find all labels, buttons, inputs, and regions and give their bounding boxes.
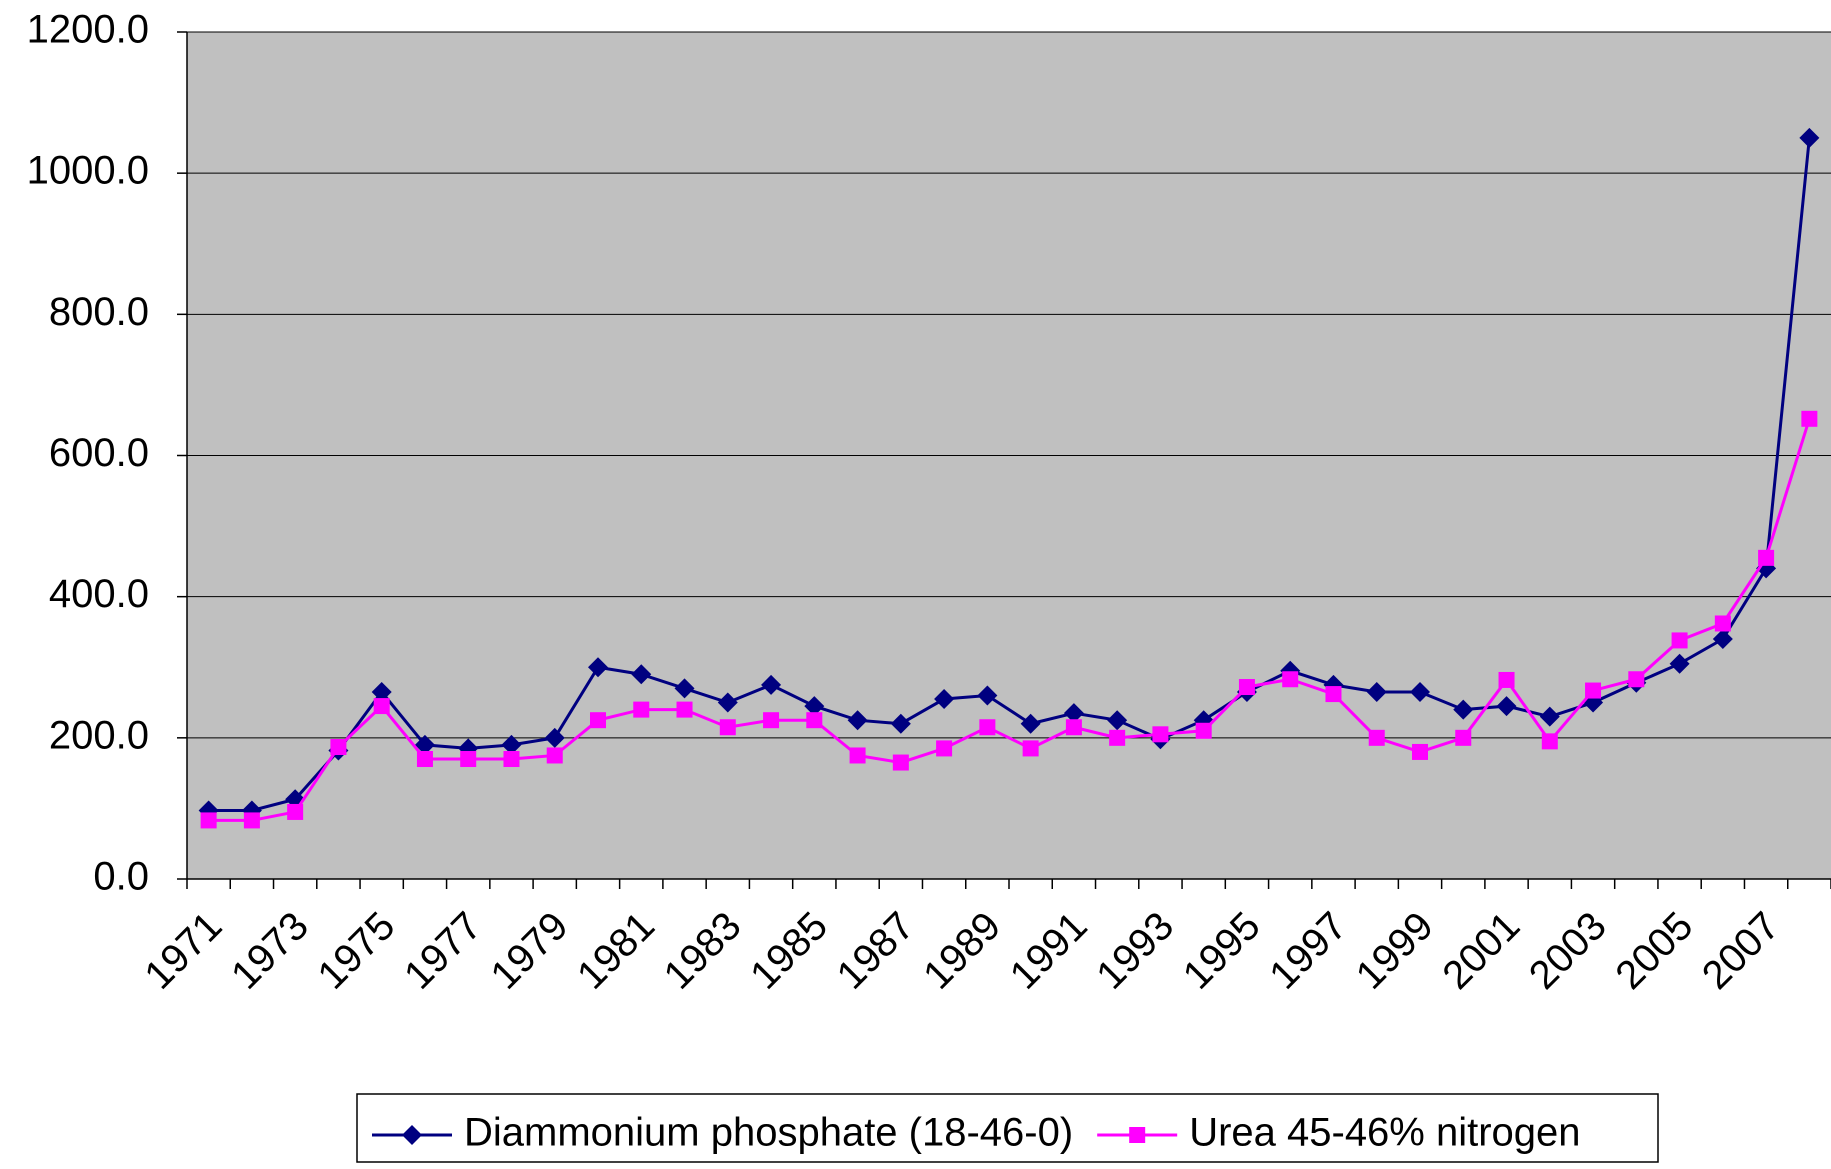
x-tick-label: 1973 [223,904,317,998]
legend-marker [402,1125,422,1145]
point [1022,740,1039,757]
x-tick-label: 1989 [915,904,1009,998]
y-tick-label: 0.0 [93,855,149,899]
point [1152,726,1169,743]
point [503,751,520,768]
point [544,727,565,748]
point [200,812,217,829]
point [719,719,736,736]
point [1539,706,1560,727]
x-tick-label: 1993 [1088,904,1182,998]
point [977,685,998,706]
point [1496,696,1517,717]
point [1801,410,1818,427]
point [1585,682,1602,699]
point [934,689,955,710]
point [1669,653,1690,674]
point [243,812,260,829]
point [631,664,652,685]
x-tick-label: 1987 [829,904,923,998]
point [806,712,823,729]
x-tick-label: 2005 [1607,904,1701,998]
point [1712,629,1733,650]
point [1498,671,1515,688]
x-tick-label: 1985 [742,904,836,998]
x-tick-label: 1995 [1175,904,1269,998]
point [373,698,390,715]
x-tick-label: 1999 [1348,904,1442,998]
point [1799,127,1820,148]
x-tick-label: 1971 [136,904,230,998]
point [1282,671,1299,688]
y-tick-label: 1000.0 [27,149,149,193]
x-tick-label: 2007 [1694,904,1788,998]
point [1063,703,1084,724]
x-tick-label: 1997 [1261,904,1355,998]
point [849,747,866,764]
point [460,751,477,768]
point [330,739,347,756]
point [287,803,304,820]
x-tick-label: 1991 [1002,904,1096,998]
point [1065,719,1082,736]
point [546,747,563,764]
point [501,734,522,755]
y-tick-label: 200.0 [49,713,149,757]
point [1195,722,1212,739]
legend-label: Urea 45-46% nitrogen [1189,1111,1580,1155]
legend-label: Diammonium phosphate (18-46-0) [464,1111,1073,1155]
point [414,734,435,755]
legend-marker [1129,1127,1146,1143]
y-tick-label: 400.0 [49,572,149,616]
point [717,692,738,713]
x-tick-label: 1979 [483,904,577,998]
point [1109,729,1126,746]
legend: Diammonium phosphate (18-46-0) Urea 45-46… [356,1093,1659,1163]
point [847,710,868,731]
point [1453,699,1474,720]
point [1628,671,1645,688]
point [416,751,433,768]
point [1758,549,1775,566]
point [761,674,782,695]
point [890,713,911,734]
point [763,712,780,729]
point [674,678,695,699]
point [1325,686,1342,703]
point [633,701,650,718]
point [1412,743,1428,760]
legend-box [356,1093,1659,1163]
point [1455,729,1472,746]
point [979,719,996,736]
x-tick-label: 2003 [1521,904,1615,998]
y-tick-label: 800.0 [49,290,149,334]
x-tick-label: 2001 [1434,904,1528,998]
point [588,657,608,678]
x-tick-label: 1981 [569,904,663,998]
point [1020,713,1041,734]
x-tick-label: 1975 [309,904,403,998]
y-tick-label: 600.0 [49,431,149,475]
x-tick-label: 1977 [396,904,490,998]
point [371,681,392,702]
point [1541,733,1558,750]
point [590,712,606,729]
y-tick-label: 1200.0 [27,8,149,52]
point [1366,681,1387,702]
point [1714,615,1731,632]
point [1410,681,1430,702]
point [1107,710,1128,731]
point [892,754,909,771]
point [676,701,693,718]
point [936,740,953,757]
point [1671,632,1688,649]
point [804,696,825,717]
point [1238,679,1255,696]
x-tick-label: 1983 [656,904,750,998]
point [1368,729,1385,746]
